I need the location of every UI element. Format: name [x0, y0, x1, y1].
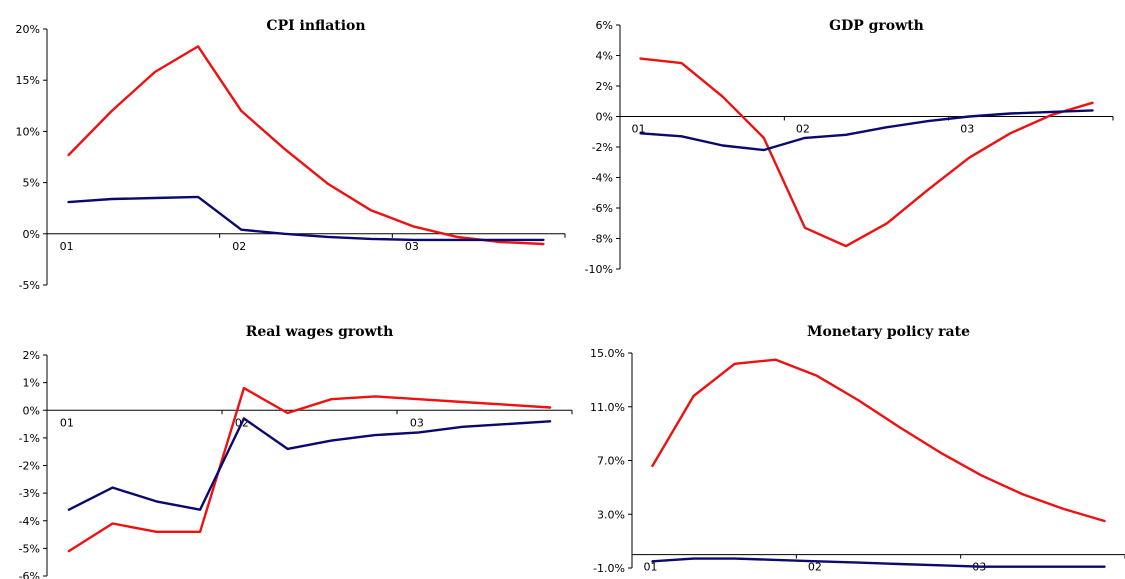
y-tick-label: -5% — [19, 279, 40, 292]
series-line-red — [639, 57, 1094, 248]
y-tick-label: -5% — [19, 542, 40, 555]
y-tick-label: 0% — [23, 228, 40, 241]
chart-title: GDP growth — [829, 18, 924, 34]
x-tick-label: 03 — [410, 416, 424, 429]
y-tick-label: -6% — [592, 202, 613, 215]
x-tick-label: 02 — [232, 240, 246, 253]
y-tick-label: 2% — [23, 349, 40, 362]
x-tick-label: 02 — [796, 123, 810, 136]
y-tick-label: -1.0% — [593, 562, 625, 575]
y-tick-label: 1% — [23, 377, 40, 390]
y-tick-label: 10% — [16, 125, 40, 138]
chart-title: Monetary policy rate — [807, 324, 970, 340]
series-line-red — [651, 358, 1106, 523]
chart-panel-1: CPI inflation 20% 15% 10% 5% 0% -5% 01 02 03 — [16, 18, 566, 292]
y-tick-label: 11.0% — [590, 401, 625, 414]
chart-title: CPI inflation — [266, 18, 365, 34]
y-tick-label: -1% — [19, 432, 40, 445]
x-tick-label: 01 — [60, 416, 74, 429]
y-tick-label: 0% — [23, 404, 40, 417]
y-tick-label: -4% — [592, 172, 613, 185]
x-tick-label: 01 — [60, 240, 74, 253]
y-tick-label: 2% — [596, 80, 613, 93]
y-tick-label: 0% — [596, 111, 613, 124]
y-tick-label: -2% — [19, 460, 40, 473]
chart-panel-4: Monetary policy rate 15.0% 11.0% 7.0% 3.0% -1… — [590, 324, 1125, 575]
series-line-navy — [67, 195, 545, 242]
y-tick-label: -8% — [592, 233, 613, 246]
y-tick-label: -3% — [19, 487, 40, 500]
y-tick-label: -2% — [592, 141, 613, 154]
series-line-navy — [639, 109, 1094, 152]
series-line-red — [67, 45, 545, 246]
y-tick-label: -6% — [19, 570, 40, 579]
chart-panel-3: Real wages growth 2% 1% 0% -1% -2% -3% -4% -5% -6… — [19, 324, 573, 579]
y-tick-label: -4% — [19, 515, 40, 528]
y-tick-label: 15.0% — [590, 347, 625, 360]
x-tick-label: 02 — [808, 561, 822, 574]
x-tick-label: 03 — [960, 123, 974, 136]
x-tick-label: 03 — [405, 240, 419, 253]
y-tick-label: 6% — [596, 19, 613, 32]
y-tick-label: 5% — [23, 177, 40, 190]
y-tick-label: 3.0% — [597, 508, 625, 521]
series-line-navy — [651, 557, 1106, 568]
y-tick-label: -10% — [585, 263, 613, 276]
chart-title: Real wages growth — [246, 324, 394, 340]
series-line-navy — [67, 417, 552, 511]
y-tick-label: 15% — [16, 74, 40, 87]
y-tick-label: 7.0% — [597, 455, 625, 468]
y-tick-label: 4% — [596, 50, 613, 63]
x-tick-label: 01 — [644, 561, 658, 574]
series-line-red — [67, 386, 552, 553]
y-tick-label: 20% — [16, 23, 40, 36]
